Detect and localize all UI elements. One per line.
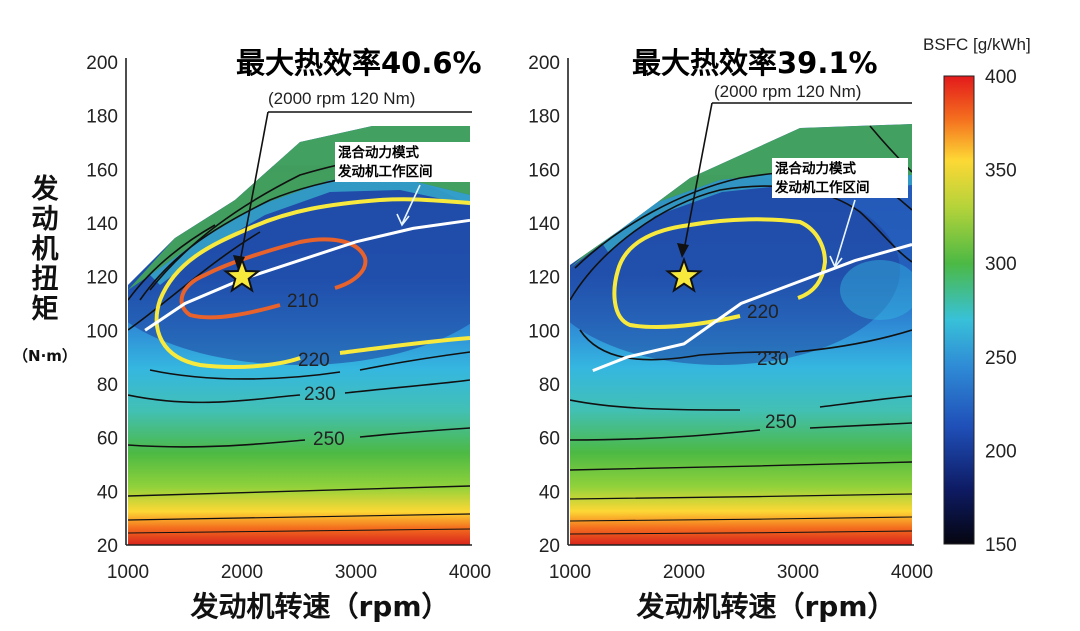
y-axis-label: 发动机扭矩 （N·m） (13, 173, 77, 365)
left-contour-line (149, 351, 470, 380)
right-chart: 220 230 250 20 40 60 80 100 120 140 160 180 200 1… (528, 46, 933, 623)
left-max-efficiency-title: 最大热效率40.6% (236, 46, 482, 80)
left-zone-annotation: 混合动力模式 (338, 144, 419, 161)
left-zone-annotation: 发动机工作区间 (337, 163, 433, 180)
left-y-tick-label: 60 (97, 429, 118, 450)
left-x-tick-label: 3000 (335, 562, 377, 583)
left-bsfc-map: 210 220 230 250 (128, 126, 471, 545)
left-max-efficiency-star (223, 256, 261, 293)
left-y-tick-label: 160 (86, 160, 118, 181)
right-x-axis-label: 发动机转速（rpm） (635, 590, 895, 623)
right-x-tick-label: 4000 (891, 562, 933, 583)
left-contour-line (128, 224, 216, 301)
right-y-tick-label: 80 (539, 375, 560, 396)
colorbar-tick-label: 400 (985, 67, 1017, 88)
left-y-tick-label: 140 (86, 214, 118, 235)
right-y-tick-label: 60 (539, 429, 560, 450)
left-y-tick-label: 20 (97, 536, 118, 557)
left-y-tick-label: 40 (97, 482, 118, 503)
right-contour-label: 250 (765, 412, 797, 433)
left-contour-label: 230 (304, 384, 336, 405)
left-contour-label: 210 (287, 291, 319, 312)
right-contour-220 (612, 217, 828, 329)
left-annotation-arrow (401, 184, 421, 225)
left-contour-label: 220 (298, 350, 330, 371)
colorbar-tick-label: 200 (985, 441, 1017, 462)
right-y-tick-label: 100 (528, 321, 560, 342)
left-y-tick-label: 200 (86, 53, 118, 74)
right-contour-label: 230 (757, 349, 789, 370)
left-contour-label: 250 (313, 429, 345, 450)
left-y-tick-label: 120 (86, 268, 118, 289)
right-annotation-arrow (834, 199, 856, 267)
right-contour-line (570, 516, 912, 522)
right-operating-point-note: (2000 rpm 120 Nm) (714, 82, 861, 101)
right-annotation-arrowhead (829, 255, 843, 269)
colorbar-ticks: 400 350 300 250 200 150 (985, 67, 1017, 556)
left-x-axis-label: 发动机转速（rpm） (189, 590, 449, 623)
right-max-efficiency-title: 最大热效率39.1% (632, 46, 878, 80)
colorbar-tick-label: 300 (985, 254, 1017, 275)
right-y-tick-label: 40 (539, 482, 560, 503)
right-x-tick-label: 3000 (777, 562, 819, 583)
colorbar-title: BSFC [g/kWh] (923, 35, 1031, 54)
left-x-ticks: 1000 2000 3000 4000 (107, 562, 491, 583)
colorbar-tick-label: 350 (985, 161, 1017, 182)
y-axis-unit: （N·m） (13, 347, 77, 365)
right-y-ticks: 20 40 60 80 100 120 140 160 180 200 (528, 53, 560, 557)
right-y-tick-label: 140 (528, 214, 560, 235)
right-contour-line (570, 422, 912, 441)
right-contour-line (570, 395, 912, 411)
svg-text:发动机扭矩: 发动机扭矩 (31, 173, 59, 325)
left-contour-line (128, 427, 470, 448)
left-annotation-arrowhead (396, 213, 410, 227)
left-contour-line (128, 379, 470, 404)
right-max-efficiency-star (665, 256, 703, 293)
colorbar-tick-label: 150 (985, 535, 1017, 556)
right-pointer-arrowhead (677, 243, 689, 258)
left-y-tick-label: 100 (86, 321, 118, 342)
right-y-tick-label: 20 (539, 536, 560, 557)
right-contour-line (570, 493, 912, 500)
left-chart: 210 220 230 250 204060801001201401601802… (13, 46, 491, 623)
left-contour-line (128, 485, 470, 497)
left-top-cyan-band (150, 178, 470, 285)
left-contour-220 (154, 197, 470, 370)
left-zone-annotation-box (335, 142, 471, 182)
right-contour-line (570, 461, 912, 471)
right-x-tick-label: 1000 (549, 562, 591, 583)
left-y-tick-label: 180 (86, 107, 118, 128)
right-contour-line (570, 530, 912, 535)
right-contour-line (579, 329, 912, 361)
right-x-tick-label: 2000 (663, 562, 705, 583)
left-y-ticks: 20 40 60 80 100 120 140 160 180 200 (86, 53, 118, 557)
left-x-tick-label: 2000 (221, 562, 263, 583)
right-contour-label: 220 (747, 302, 779, 323)
left-y-tick-label: 80 (97, 375, 118, 396)
right-y-tick-label: 180 (528, 107, 560, 128)
right-x-ticks: 1000 2000 3000 4000 (549, 562, 933, 583)
left-operating-point-note: (2000 rpm 120 Nm) (268, 89, 415, 108)
left-contour-line (128, 528, 470, 534)
right-zone-annotation: 发动机工作区间 (774, 179, 870, 196)
right-y-tick-label: 200 (528, 53, 560, 74)
right-y-tick-label: 120 (528, 268, 560, 289)
colorbar-tick-label: 250 (985, 348, 1017, 369)
right-y-tick-label: 160 (528, 160, 560, 181)
right-hybrid-operating-line (592, 243, 913, 372)
left-hybrid-operating-line (144, 218, 471, 332)
left-x-tick-label: 1000 (107, 562, 149, 583)
right-zone-annotation-box (772, 158, 908, 198)
right-pointer-line (683, 102, 713, 251)
right-contour-line (869, 125, 912, 173)
right-zone-annotation: 混合动力模式 (775, 160, 856, 177)
colorbar-gradient (943, 75, 975, 545)
left-pointer-line (239, 111, 269, 263)
bsfc-colorbar: BSFC [g/kWh] 400 350 300 250 200 150 (923, 35, 1031, 556)
left-x-tick-label: 4000 (449, 562, 491, 583)
right-cyan-spot (840, 260, 912, 320)
